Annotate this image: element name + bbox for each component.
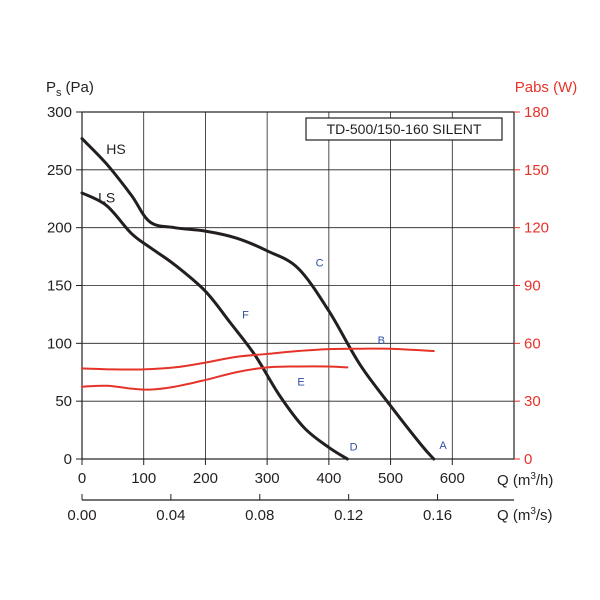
x-primary-tick-label: 0 [78,470,86,487]
x-secondary-tick-label: 0.04 [156,507,185,524]
y-left-tick-label: 0 [64,451,72,468]
point-label: F [242,309,249,321]
chart-title-box [305,117,503,141]
x-secondary-axis-title: Q (m3/s) [497,506,553,524]
pressure-curve-1 [80,191,349,461]
y-left-tick-label: 300 [47,104,72,121]
y-left-tick-label: 250 [47,162,72,179]
chart-title: TD-500/150-160 SILENT [327,121,482,137]
power-curve-3 [81,365,349,391]
x-primary-axis-title: Q (m3/h) [497,471,553,489]
x-primary-tick-label: 100 [131,470,156,487]
y-left-tick-label: 200 [47,220,72,237]
point-label: E [297,377,304,389]
y-right-tick-label: 0 [524,451,532,468]
y-right-tick-label: 30 [524,393,541,410]
y-left-tick-label: 150 [47,278,72,295]
point-label: A [439,440,447,452]
pressure-curve-0 [80,137,436,461]
x-secondary-tick-label: 0.08 [245,507,274,524]
x-primary-tick-label: 400 [316,470,341,487]
y-left-tick-label: 100 [47,335,72,352]
y-right-tick-label: 90 [524,278,541,295]
x-primary-tick-label: 200 [193,470,218,487]
y-right-tick-label: 180 [524,104,549,121]
series-group [80,137,436,461]
axis-ticks: 0 100 200 300 400 500 600 0 50 100 150 200 250 300 0 30… [47,104,549,524]
point-label: B [378,335,385,347]
curve-label: LS [98,190,115,206]
y-right-tick-label: 150 [524,162,549,179]
x-secondary-tick-label: 0.16 [423,507,452,524]
point-label: D [350,441,358,453]
y-right-tick-label: 120 [524,220,549,237]
y-left-tick-label: 50 [55,393,72,410]
y-left-axis-title: Ps (Pa) [46,79,94,99]
x-primary-tick-label: 300 [255,470,280,487]
grid [82,112,514,459]
y-right-axis-title: Pabs (W) [515,79,578,96]
curve-label: HS [106,141,125,157]
y-right-tick-label: 60 [524,335,541,352]
power-curve-2 [81,347,435,371]
x-primary-tick-label: 600 [440,470,465,487]
x-secondary-tick-label: 0.12 [334,507,363,524]
x-secondary-tick-label: 0.00 [67,507,96,524]
point-label: C [316,257,324,269]
x-primary-tick-label: 500 [378,470,403,487]
labels-group: HS LS A B C D E F [98,141,447,453]
